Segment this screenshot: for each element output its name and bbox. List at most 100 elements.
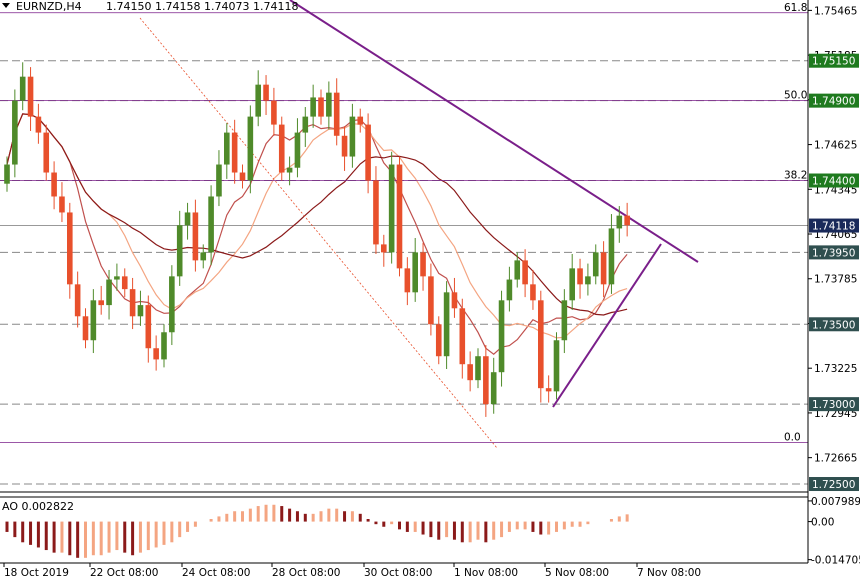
candle [4,156,10,192]
candle [208,185,214,266]
level-badge [809,397,859,412]
candle [616,206,623,243]
candle [624,202,630,237]
candle [82,308,89,349]
candle [514,252,521,288]
candle [169,265,175,346]
candle [538,290,544,403]
candle [443,281,450,369]
candle [90,289,97,354]
candle [592,244,599,285]
candle [239,164,246,189]
candle [373,166,379,254]
dropdown-triangle-icon[interactable] [2,3,10,8]
ao-label: AO 0.002822 [2,500,74,513]
awesome-oscillator [5,504,629,558]
fibonacci-retracement[interactable]: 61.8 50.0 38.2 0.0 [0,2,808,449]
candle [545,375,552,403]
level-badge [809,173,859,188]
chart-symbol: EURNZD,H4 [16,0,82,13]
candle [553,332,560,400]
candle [404,257,411,306]
candle [530,269,536,310]
descending-trend-line[interactable] [289,0,699,263]
candle [412,238,418,302]
level-badge-label: 1.72500 [812,479,855,491]
candle [59,182,65,223]
candle [121,268,128,298]
time-tick-label: 28 Oct 08:00 [272,567,340,579]
time-tick-label: 30 Oct 08:00 [364,567,432,579]
candle [435,316,442,365]
candle [106,269,112,320]
level-badge [809,477,859,492]
candle [310,84,316,128]
candle [302,107,309,147]
ao-tick-label: 0.007989 [811,496,860,508]
time-tick-label: 5 Nov 08:00 [545,567,609,579]
level-badge [809,93,859,108]
level-badges: 1.75150 1.74900 1.74400 1.74118 1.73950 1.735… [809,53,859,492]
ao-tick-label: -0.014705 [811,555,860,567]
candle [294,118,301,178]
candle [388,151,395,264]
level-badge-label: 1.74118 [812,221,855,233]
level-badge-label: 1.73500 [812,319,855,331]
trend-lines[interactable] [289,0,699,408]
candle [396,156,403,277]
price-tick-label: 1.74625 [814,140,857,152]
candle [200,244,207,269]
candle [263,75,269,116]
candle [561,289,568,354]
level-badge-label: 1.74900 [812,96,855,108]
candle [145,295,152,363]
candle [608,214,615,294]
ascending-trend-line[interactable] [552,243,662,408]
candle [522,249,528,298]
price-tick-label: 1.72665 [814,453,857,465]
candle [247,105,254,194]
candle [381,234,387,267]
candle [600,241,607,298]
level-badge-label: 1.73950 [812,247,855,259]
candle [51,161,57,210]
candle [98,285,104,315]
level-badge-label: 1.73000 [812,399,855,411]
fib-level-label: 0.0 [784,431,801,443]
candle [420,242,426,291]
time-tick-label: 7 Nov 08:00 [637,567,701,579]
candle [129,277,136,330]
price-tick-label: 1.73225 [814,363,857,375]
candle [184,202,191,240]
candle [224,123,230,179]
candle [349,103,356,168]
price-tick-label: 1.75465 [814,5,857,17]
candle [569,253,575,310]
candle [278,116,285,181]
price-tick-label: 1.73785 [814,274,857,286]
ma-fast-line [6,113,628,355]
level-badge-label: 1.74400 [812,176,855,188]
grid [0,60,808,485]
candle [137,290,144,326]
candle [459,298,466,379]
candle [451,277,458,318]
time-tick-label: 24 Oct 08:00 [182,567,250,579]
level-badge [809,245,859,260]
candle [27,67,34,131]
candle [67,202,73,299]
candle [357,108,364,133]
candle [255,70,261,127]
candle [192,199,199,272]
candle [176,210,183,286]
candle [341,126,348,171]
candle [467,351,473,392]
fib-level-label: 61.8 [784,2,807,14]
candle [114,263,120,291]
ao-tick-label: 0.00 [811,517,834,529]
candle [271,87,277,136]
candle [74,271,81,328]
candle [153,335,159,371]
time-axis: 18 Oct 2019 22 Oct 08:00 24 Oct 08:00 28 Oc… [3,563,701,579]
